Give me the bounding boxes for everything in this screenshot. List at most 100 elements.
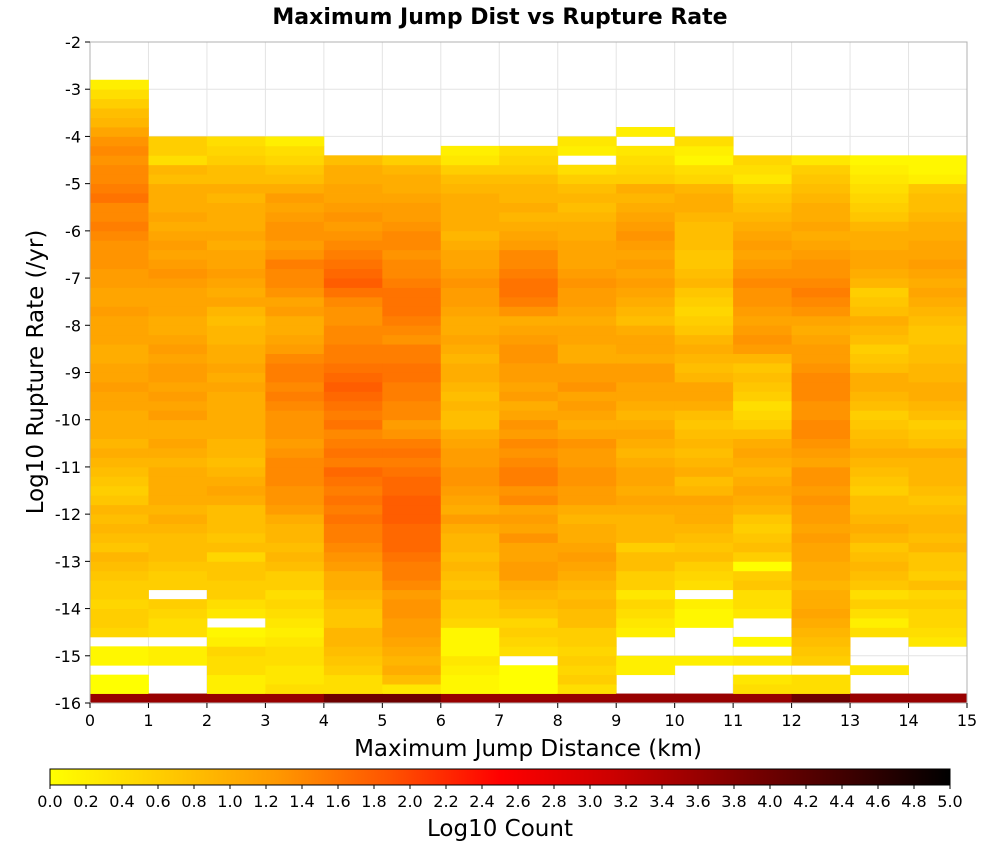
heatmap-cell — [90, 419, 149, 430]
heatmap-cell — [733, 457, 792, 468]
heatmap-cell — [557, 646, 617, 657]
heatmap-cell — [733, 551, 792, 562]
heatmap-cell — [791, 193, 851, 203]
heatmap-cell — [616, 504, 676, 515]
heatmap-cell — [791, 580, 851, 591]
heatmap-cell — [850, 315, 909, 326]
heatmap-cell — [908, 325, 968, 336]
heatmap-cell — [206, 466, 266, 477]
heatmap-cell — [323, 391, 383, 402]
heatmap-cell — [382, 306, 442, 317]
heatmap-cell — [90, 429, 149, 439]
heatmap-cell — [733, 476, 792, 487]
heatmap-cell — [323, 523, 383, 534]
colorbar-tick-label: 2.8 — [541, 792, 566, 811]
heatmap-cell — [674, 230, 734, 241]
heatmap-cell — [499, 514, 559, 524]
heatmap-cell — [733, 344, 792, 355]
heatmap-cell — [148, 221, 208, 232]
heatmap-cell — [323, 627, 383, 638]
heatmap-cell — [206, 476, 266, 487]
heatmap-cell — [265, 608, 325, 619]
heatmap-cell — [616, 618, 676, 628]
heatmap-cell — [265, 155, 325, 166]
heatmap-cell — [206, 438, 266, 449]
heatmap-cell — [148, 306, 208, 317]
heatmap-cell — [674, 523, 734, 534]
heatmap-cell — [908, 627, 968, 638]
heatmap-cell — [791, 164, 851, 175]
heatmap-cell — [148, 438, 208, 449]
heatmap-cell — [323, 334, 383, 345]
heatmap-cell — [265, 618, 325, 628]
heatmap-cell — [206, 580, 266, 591]
heatmap-cell — [382, 448, 442, 458]
heatmap-cell — [557, 381, 617, 392]
heatmap-cell — [850, 296, 909, 307]
heatmap-cell — [499, 485, 559, 496]
heatmap-cell — [908, 334, 968, 345]
heatmap-cell — [850, 202, 909, 213]
heatmap-cell — [440, 211, 500, 222]
heatmap-cell — [206, 561, 266, 572]
heatmap-cell — [382, 646, 442, 657]
heatmap-cell — [440, 618, 500, 628]
heatmap-cell — [206, 164, 266, 175]
heatmap-cell — [499, 344, 559, 355]
heatmap-cell — [90, 363, 149, 373]
heatmap-cell — [499, 400, 559, 411]
colorbar-tick-label: 0.0 — [37, 792, 62, 811]
heatmap-cell — [90, 589, 149, 600]
heatmap-cell — [850, 353, 909, 364]
heatmap-cell — [791, 608, 851, 619]
heatmap-cell — [323, 325, 383, 336]
heatmap-cell — [206, 599, 266, 609]
heatmap-cell — [206, 646, 266, 657]
heatmap-cell — [499, 202, 559, 213]
x-axis-label: Maximum Jump Distance (km) — [354, 736, 702, 762]
colorbar-tick-label: 2.6 — [505, 792, 530, 811]
heatmap-cell — [90, 344, 149, 355]
heatmap-cell — [206, 193, 266, 203]
heatmap-cell — [557, 655, 617, 666]
y-tick-label: -14 — [55, 600, 81, 619]
heatmap-cell — [440, 561, 500, 572]
heatmap-cell — [382, 249, 442, 260]
heatmap-cell — [791, 306, 851, 317]
heatmap-cell — [323, 221, 383, 232]
heatmap-cell — [850, 287, 909, 298]
colorbar-tick-label: 0.4 — [109, 792, 134, 811]
heatmap-cell — [206, 211, 266, 222]
heatmap-cell — [499, 674, 559, 685]
heatmap-cell — [616, 655, 676, 666]
heatmap-cell — [733, 485, 792, 496]
heatmap-cell — [557, 448, 617, 458]
heatmap-cell — [206, 448, 266, 458]
heatmap-cell — [674, 410, 734, 421]
heatmap-cell — [616, 164, 676, 175]
heatmap-cell — [440, 504, 500, 515]
heatmap-cell — [733, 325, 792, 336]
heatmap-cell — [90, 117, 149, 128]
colorbar-label: Log10 Count — [427, 816, 573, 842]
heatmap-cell — [206, 429, 266, 439]
heatmap-cell — [499, 429, 559, 439]
y-tick-label: -11 — [55, 458, 81, 477]
heatmap-cell — [382, 400, 442, 411]
heatmap-cell — [440, 400, 500, 411]
heatmap-cell — [323, 353, 383, 364]
colorbar-tick-label: 4.6 — [865, 792, 890, 811]
colorbar-tick-label: 4.2 — [793, 792, 818, 811]
heatmap-cell — [90, 618, 149, 628]
heatmap-cell — [616, 174, 676, 185]
heatmap-cell — [382, 278, 442, 288]
heatmap-cell — [733, 599, 792, 609]
heatmap-cell — [557, 551, 617, 562]
heatmap-cell — [733, 353, 792, 364]
heatmap-cell — [616, 410, 676, 421]
heatmap-cell — [440, 693, 500, 704]
heatmap-cell — [557, 334, 617, 345]
heatmap-cell — [148, 533, 208, 543]
heatmap-cell — [791, 504, 851, 515]
heatmap-cell — [265, 278, 325, 288]
